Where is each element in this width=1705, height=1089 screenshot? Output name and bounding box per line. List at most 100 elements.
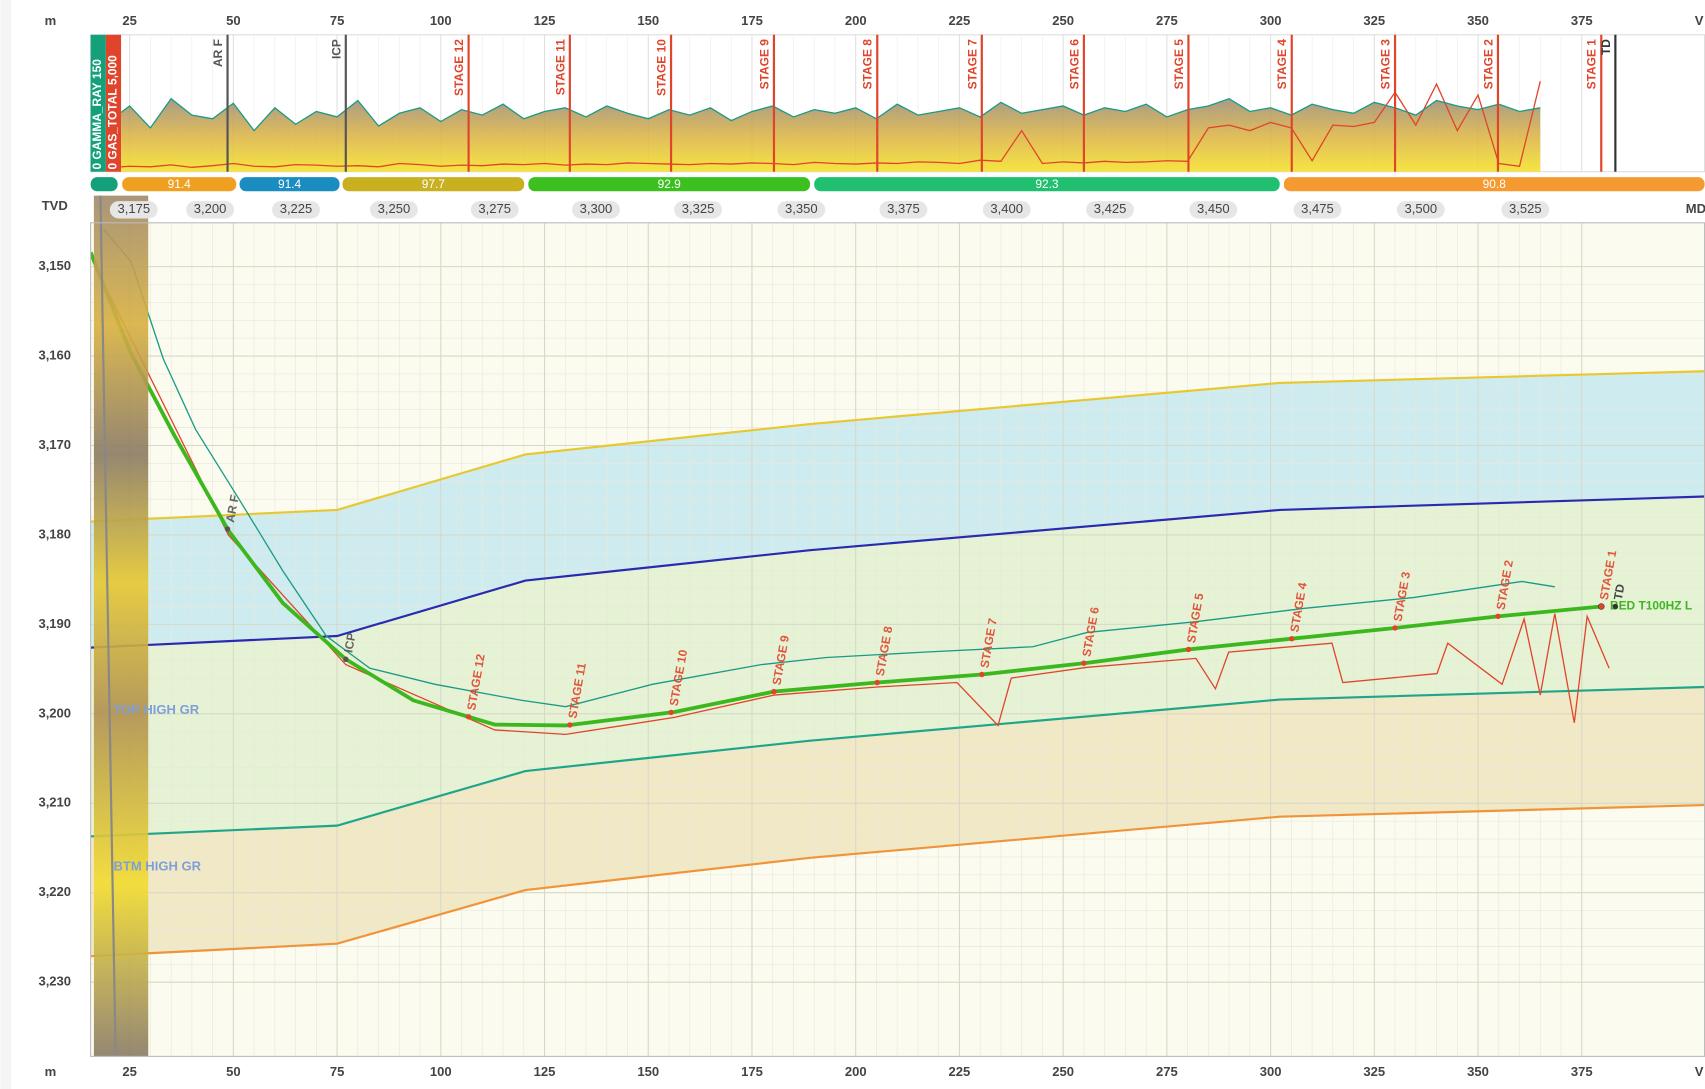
gamma-log [121,97,1541,132]
marker-label: STAGE 3 [1379,39,1393,90]
md-tick-label: 3,500 [1404,201,1437,216]
gas-band [105,34,122,172]
x-tick-label: 225 [949,1064,971,1079]
x-tick-label: 175 [741,1064,763,1079]
segment-label: 91.4 [168,177,192,191]
marker-point [1612,603,1619,610]
marker-point [465,714,472,720]
zone-fill [90,371,1705,648]
segment-label: 90.8 [1483,177,1507,191]
x-tick-label: 375 [1571,13,1593,28]
md-tick-bg [470,201,519,219]
x-tick-label: 200 [845,1064,867,1079]
x-tick-label: 25 [122,1064,137,1079]
md-tick-label: 3,475 [1301,201,1334,216]
gamma-fill [121,98,1541,172]
x-axis-end-label: V [1695,13,1704,28]
md-tick-label: 3,375 [887,201,920,216]
marker-point [1392,625,1398,631]
y-axis-title: TVD [42,198,68,213]
md-tick-label: 3,425 [1094,201,1127,216]
marker-path-label: AR F [223,494,242,524]
marker-point [1185,646,1192,653]
marker-label: STAGE 12 [452,39,466,96]
x-tick-label: 225 [949,13,971,28]
marker-point [1081,660,1087,666]
segment [528,177,811,192]
range-max: 150 [90,59,104,79]
marker-label: STAGE 7 [965,39,979,90]
segment-label: 92.9 [658,177,682,191]
md-tick-label: 3,350 [785,201,818,216]
x-tick-label: 125 [534,13,556,28]
x-tick-label: 275 [1156,13,1178,28]
marker-label: AR F [211,39,225,67]
marker-label: STAGE 2 [1481,39,1495,90]
segment [1283,177,1705,192]
horizon-line [90,495,1705,649]
x-axis-unit: m [45,13,57,28]
md-tick-bg [1086,201,1134,219]
gas-track-label: 0 GAS_TOTAL 5,000 [106,55,120,170]
marker-label: STAGE 8 [861,39,875,90]
x-tick-label: 50 [226,1064,241,1079]
y-tick-label: 3,230 [38,974,71,989]
md-tick-label: 3,175 [117,201,150,216]
gamma-curve [102,228,1555,708]
md-tick-bg [1396,201,1445,219]
y-tick-label: 3,150 [38,258,71,273]
md-tick-label: 3,525 [1509,201,1542,216]
marker-label: ICP [329,39,343,59]
track-name: GAS_TOTAL [106,88,120,159]
horizon-line [90,685,1705,838]
x-tick-label: 125 [534,1064,556,1079]
md-tick-bg [982,201,1031,219]
y-tick-label: 3,210 [38,795,71,810]
x-tick-label: 375 [1571,1064,1593,1079]
x-tick-label: 50 [226,13,241,28]
marker-label: STAGE 5 [1172,39,1186,90]
marker-point [343,656,349,662]
horizon-line [90,803,1705,958]
md-tick-bg [1189,201,1238,219]
segment-label: 97.7 [422,177,446,191]
y-tick-label: 3,190 [38,616,71,631]
x-axis-end-label: V [1695,1064,1704,1079]
marker-label: TD [1599,39,1613,55]
range-max: 5,000 [106,55,120,85]
marker-point [224,526,231,532]
md-tick-label: 3,400 [990,201,1023,216]
x-axis-unit: m [45,1064,57,1079]
md-tick-bg [572,201,620,219]
marker-point [771,688,777,695]
gamma-track-label: 0 GAMMA_RAY 150 [90,59,104,170]
range-min: 0 [106,163,120,170]
md-tick-label: 3,325 [682,201,715,216]
marker-point [979,671,985,678]
x-tick-label: 300 [1260,13,1282,28]
marker-label: STAGE 4 [1275,39,1289,90]
x-tick-label: 300 [1260,1064,1282,1079]
y-tick-label: 3,180 [38,526,71,541]
wellbore-trace [99,195,117,1057]
gas-log [121,81,1541,168]
x-tick-label: 150 [637,1064,659,1079]
md-tick-label: 3,200 [194,201,227,216]
marker-point [668,709,674,716]
md-tick-bg [674,201,722,219]
x-tick-label: 350 [1467,13,1489,28]
md-tick-bg [272,201,320,219]
x-tick-label: 350 [1467,1064,1489,1079]
segment [90,177,118,192]
md-tick-bg [109,201,158,219]
marker-point [567,722,573,728]
horizon-line [90,370,1705,523]
marker-path-label: ICP [341,632,358,654]
x-tick-label: 250 [1052,1064,1074,1079]
y-tick-label: 3,220 [38,884,71,899]
md-tick-label: 3,250 [378,201,411,216]
marker-point [1598,603,1604,610]
x-tick-label: 150 [637,13,659,28]
x-tick-label: 75 [330,13,344,28]
